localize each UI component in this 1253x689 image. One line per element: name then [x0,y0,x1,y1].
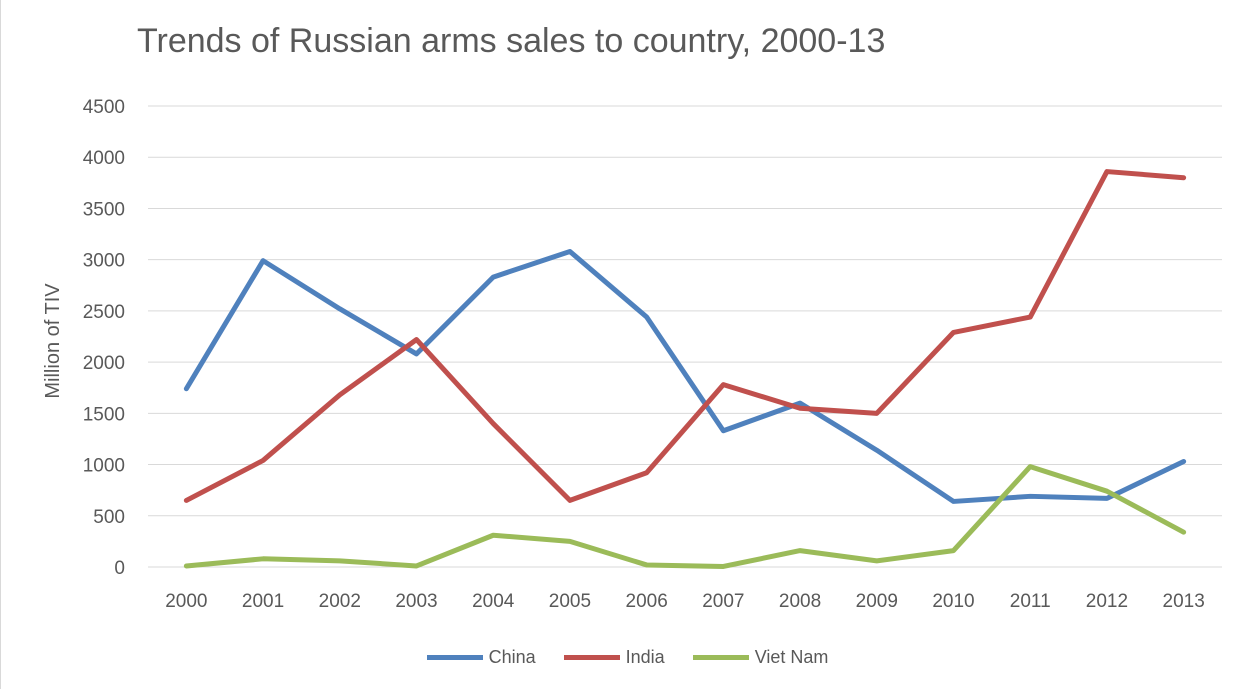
legend-label: India [625,646,665,667]
legend: China India Viet Nam [1,644,1253,670]
legend-swatch [426,654,483,660]
x-tick-label: 2013 [1163,591,1205,612]
series-line-china [183,248,1187,504]
chart-title: Trends of Russian arms sales to country,… [137,22,886,60]
x-tick-label: 2005 [549,591,591,612]
x-tick-label: 2008 [779,591,821,612]
legend-item-india: India [563,646,665,668]
legend-swatch [692,654,749,660]
y-tick-labels: 0 500 1000 1500 2000 2500 3000 3500 4000 4500 [83,97,125,579]
legend-swatch [563,654,620,660]
y-tick-label: 3500 [83,199,125,220]
y-tick-label: 3000 [83,251,125,272]
gridlines [148,105,1222,568]
legend-label: Viet Nam [754,646,829,667]
y-tick-label: 500 [93,507,125,528]
x-tick-label: 2004 [472,591,515,612]
x-tick-label: 2001 [242,591,284,612]
y-tick-label: 2000 [83,353,125,374]
y-tick-label: 1000 [83,456,125,477]
series-lines [183,169,1187,569]
x-tick-label: 2011 [1010,591,1051,612]
x-tick-labels: 2000 2001 2002 2003 2004 2005 2006 2007 2008 2009… [165,591,1205,612]
y-axis-label: Million of TIV [42,283,64,399]
x-tick-label: 2009 [856,591,898,612]
series-line-viet-nam [183,464,1187,569]
y-tick-label: 1500 [83,404,125,425]
y-tick-label: 2500 [83,302,125,323]
x-tick-label: 2003 [395,591,437,612]
x-tick-label: 2002 [319,591,361,612]
x-tick-label: 2012 [1086,591,1128,612]
plot-area: 0 500 1000 1500 2000 2500 3000 3500 4000 4500 200… [42,97,1222,612]
series-line-india [183,169,1187,503]
y-tick-label: 4000 [83,148,125,169]
x-tick-label: 2010 [932,591,974,612]
legend-item-viet-nam: Viet Nam [692,646,829,668]
y-tick-label: 4500 [83,97,125,118]
legend-item-china: China [426,646,536,668]
x-tick-label: 2007 [702,591,744,612]
x-tick-label: 2006 [626,591,668,612]
y-tick-label: 0 [114,558,125,579]
legend-label: China [488,646,536,667]
x-tick-label: 2000 [165,591,207,612]
